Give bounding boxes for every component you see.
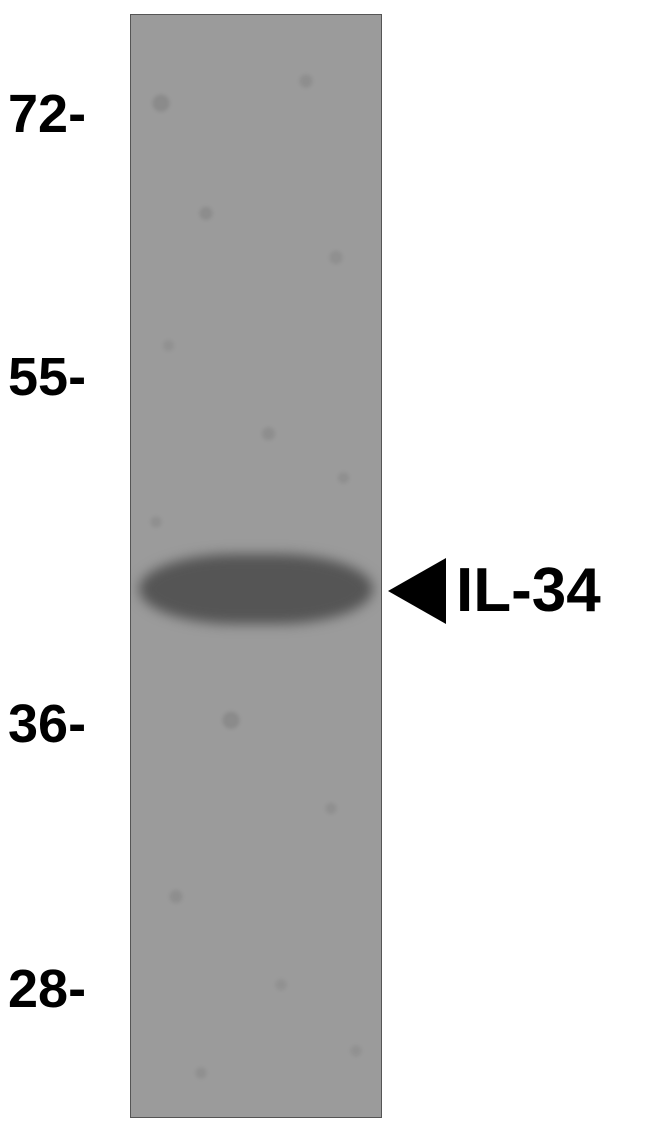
- figure-container: 72- 55- 36- 28- IL-34: [0, 0, 650, 1133]
- band-annotation: IL-34: [388, 555, 601, 626]
- arrow-left-icon: [388, 558, 446, 624]
- marker-label: 28-: [8, 958, 86, 1020]
- marker-label: 72-: [8, 83, 86, 145]
- blot-lane: [130, 14, 382, 1118]
- marker-label: 36-: [8, 693, 86, 755]
- protein-band: [139, 554, 373, 624]
- band-label: IL-34: [456, 555, 601, 626]
- marker-label: 55-: [8, 346, 86, 408]
